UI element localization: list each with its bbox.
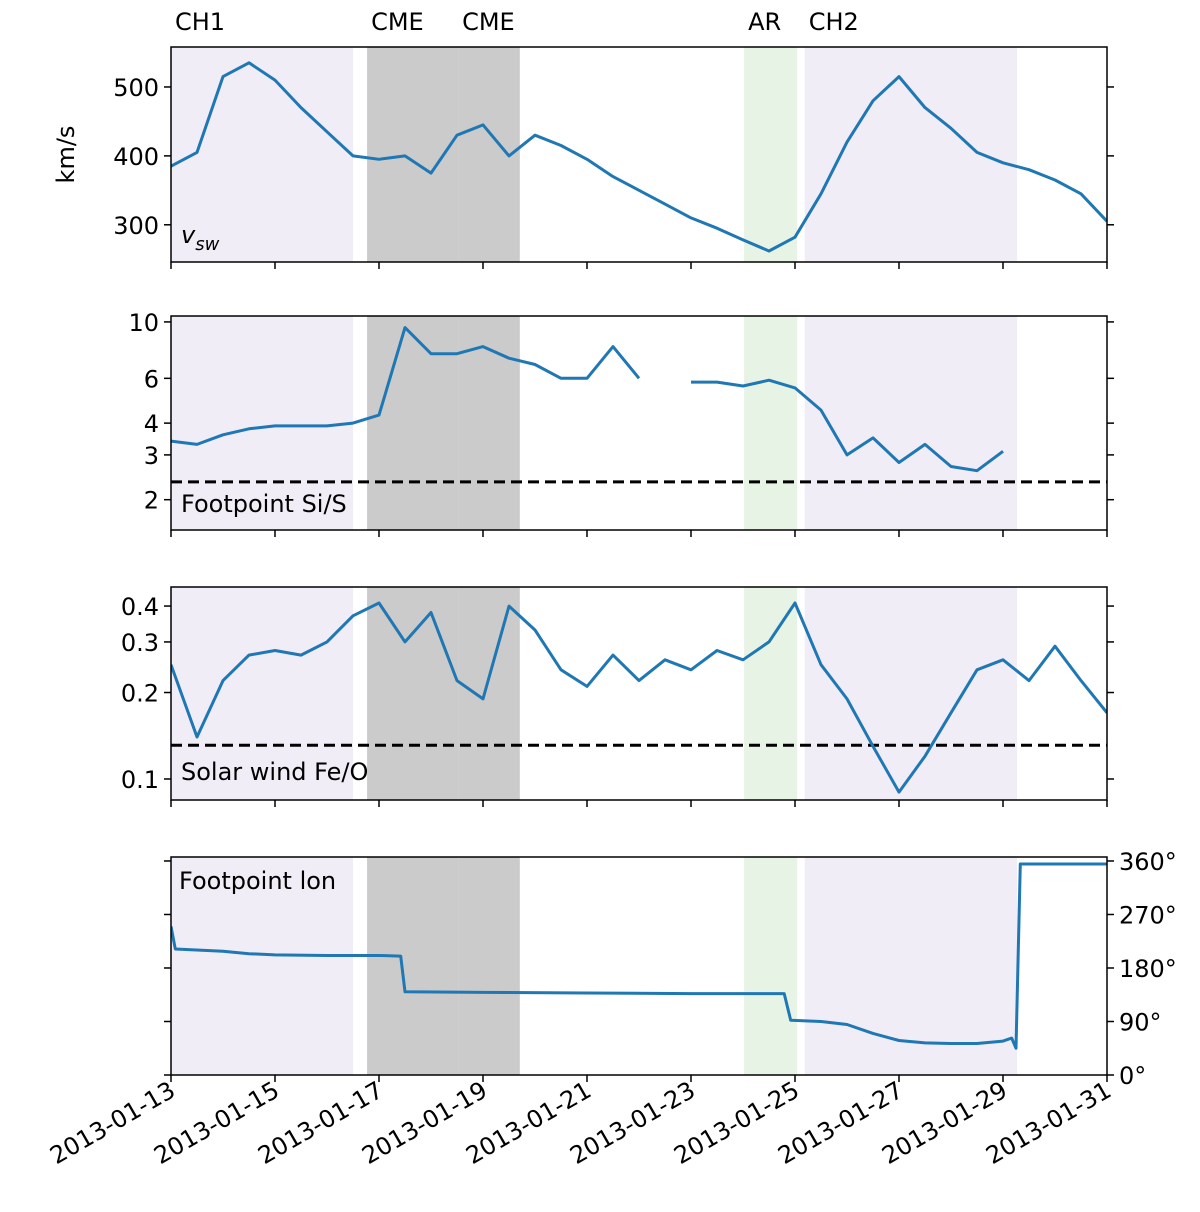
panel-label-sub: sw	[195, 234, 219, 255]
region	[804, 587, 1018, 800]
region-label: CH1	[175, 8, 225, 36]
region	[171, 857, 353, 1075]
series-line	[171, 61, 1107, 253]
region	[744, 316, 798, 530]
region	[458, 587, 520, 800]
region-label: CME	[371, 8, 424, 36]
y-tick-label: 270°	[1119, 901, 1177, 929]
y-tick-label: 3	[144, 442, 159, 470]
region-label: AR	[748, 8, 781, 36]
y-tick-label: 90°	[1119, 1008, 1162, 1036]
region	[804, 857, 1018, 1075]
region	[367, 857, 459, 1075]
region-label: CH2	[809, 8, 859, 36]
panel-label: vsw	[181, 221, 220, 255]
region	[171, 316, 353, 530]
panel-label: Footpoint Si/S	[181, 490, 347, 518]
panel-label: Footpoint lon	[179, 867, 336, 895]
region	[171, 587, 353, 800]
y-tick-label: 180°	[1119, 955, 1177, 983]
region	[744, 587, 798, 800]
panel-label-text: Footpoint Si/S	[181, 490, 347, 518]
panel-label-text: Solar wind Fe/O	[181, 758, 368, 786]
y-tick-label: 0.3	[121, 629, 159, 657]
y-tick-label: 0.1	[121, 766, 159, 794]
y-tick-label: 6	[144, 365, 159, 393]
region	[744, 857, 798, 1075]
y-tick-label: 4	[144, 410, 159, 438]
y-tick-label: 0°	[1119, 1062, 1146, 1090]
region-label: CME	[462, 8, 515, 36]
region	[804, 316, 1018, 530]
y-tick-label: 0.2	[121, 680, 159, 708]
region	[458, 857, 520, 1075]
series-line	[171, 326, 1004, 473]
panel-label: Solar wind Fe/O	[181, 758, 368, 786]
region	[744, 47, 798, 262]
panel-label-text: Footpoint lon	[179, 867, 336, 895]
axes-frame	[170, 586, 1108, 801]
axes-frame	[170, 46, 1108, 263]
y-tick-label: 400	[113, 143, 159, 171]
y-tick-label: 500	[113, 74, 159, 102]
y-tick-label: 10	[128, 309, 159, 337]
series-line	[171, 601, 1107, 794]
y-tick-label: 2	[144, 487, 159, 515]
y-tick-label: 360°	[1119, 848, 1177, 876]
axes-frame	[170, 856, 1108, 1076]
panel-label-text: v	[181, 221, 196, 249]
y-axis-label: km/s	[52, 126, 80, 184]
region	[367, 587, 459, 800]
axes-frame	[170, 315, 1108, 531]
region	[171, 47, 353, 262]
series-line	[171, 862, 1107, 1050]
y-tick-label: 300	[113, 212, 159, 240]
y-tick-label: 0.4	[121, 593, 159, 621]
region	[367, 316, 459, 530]
